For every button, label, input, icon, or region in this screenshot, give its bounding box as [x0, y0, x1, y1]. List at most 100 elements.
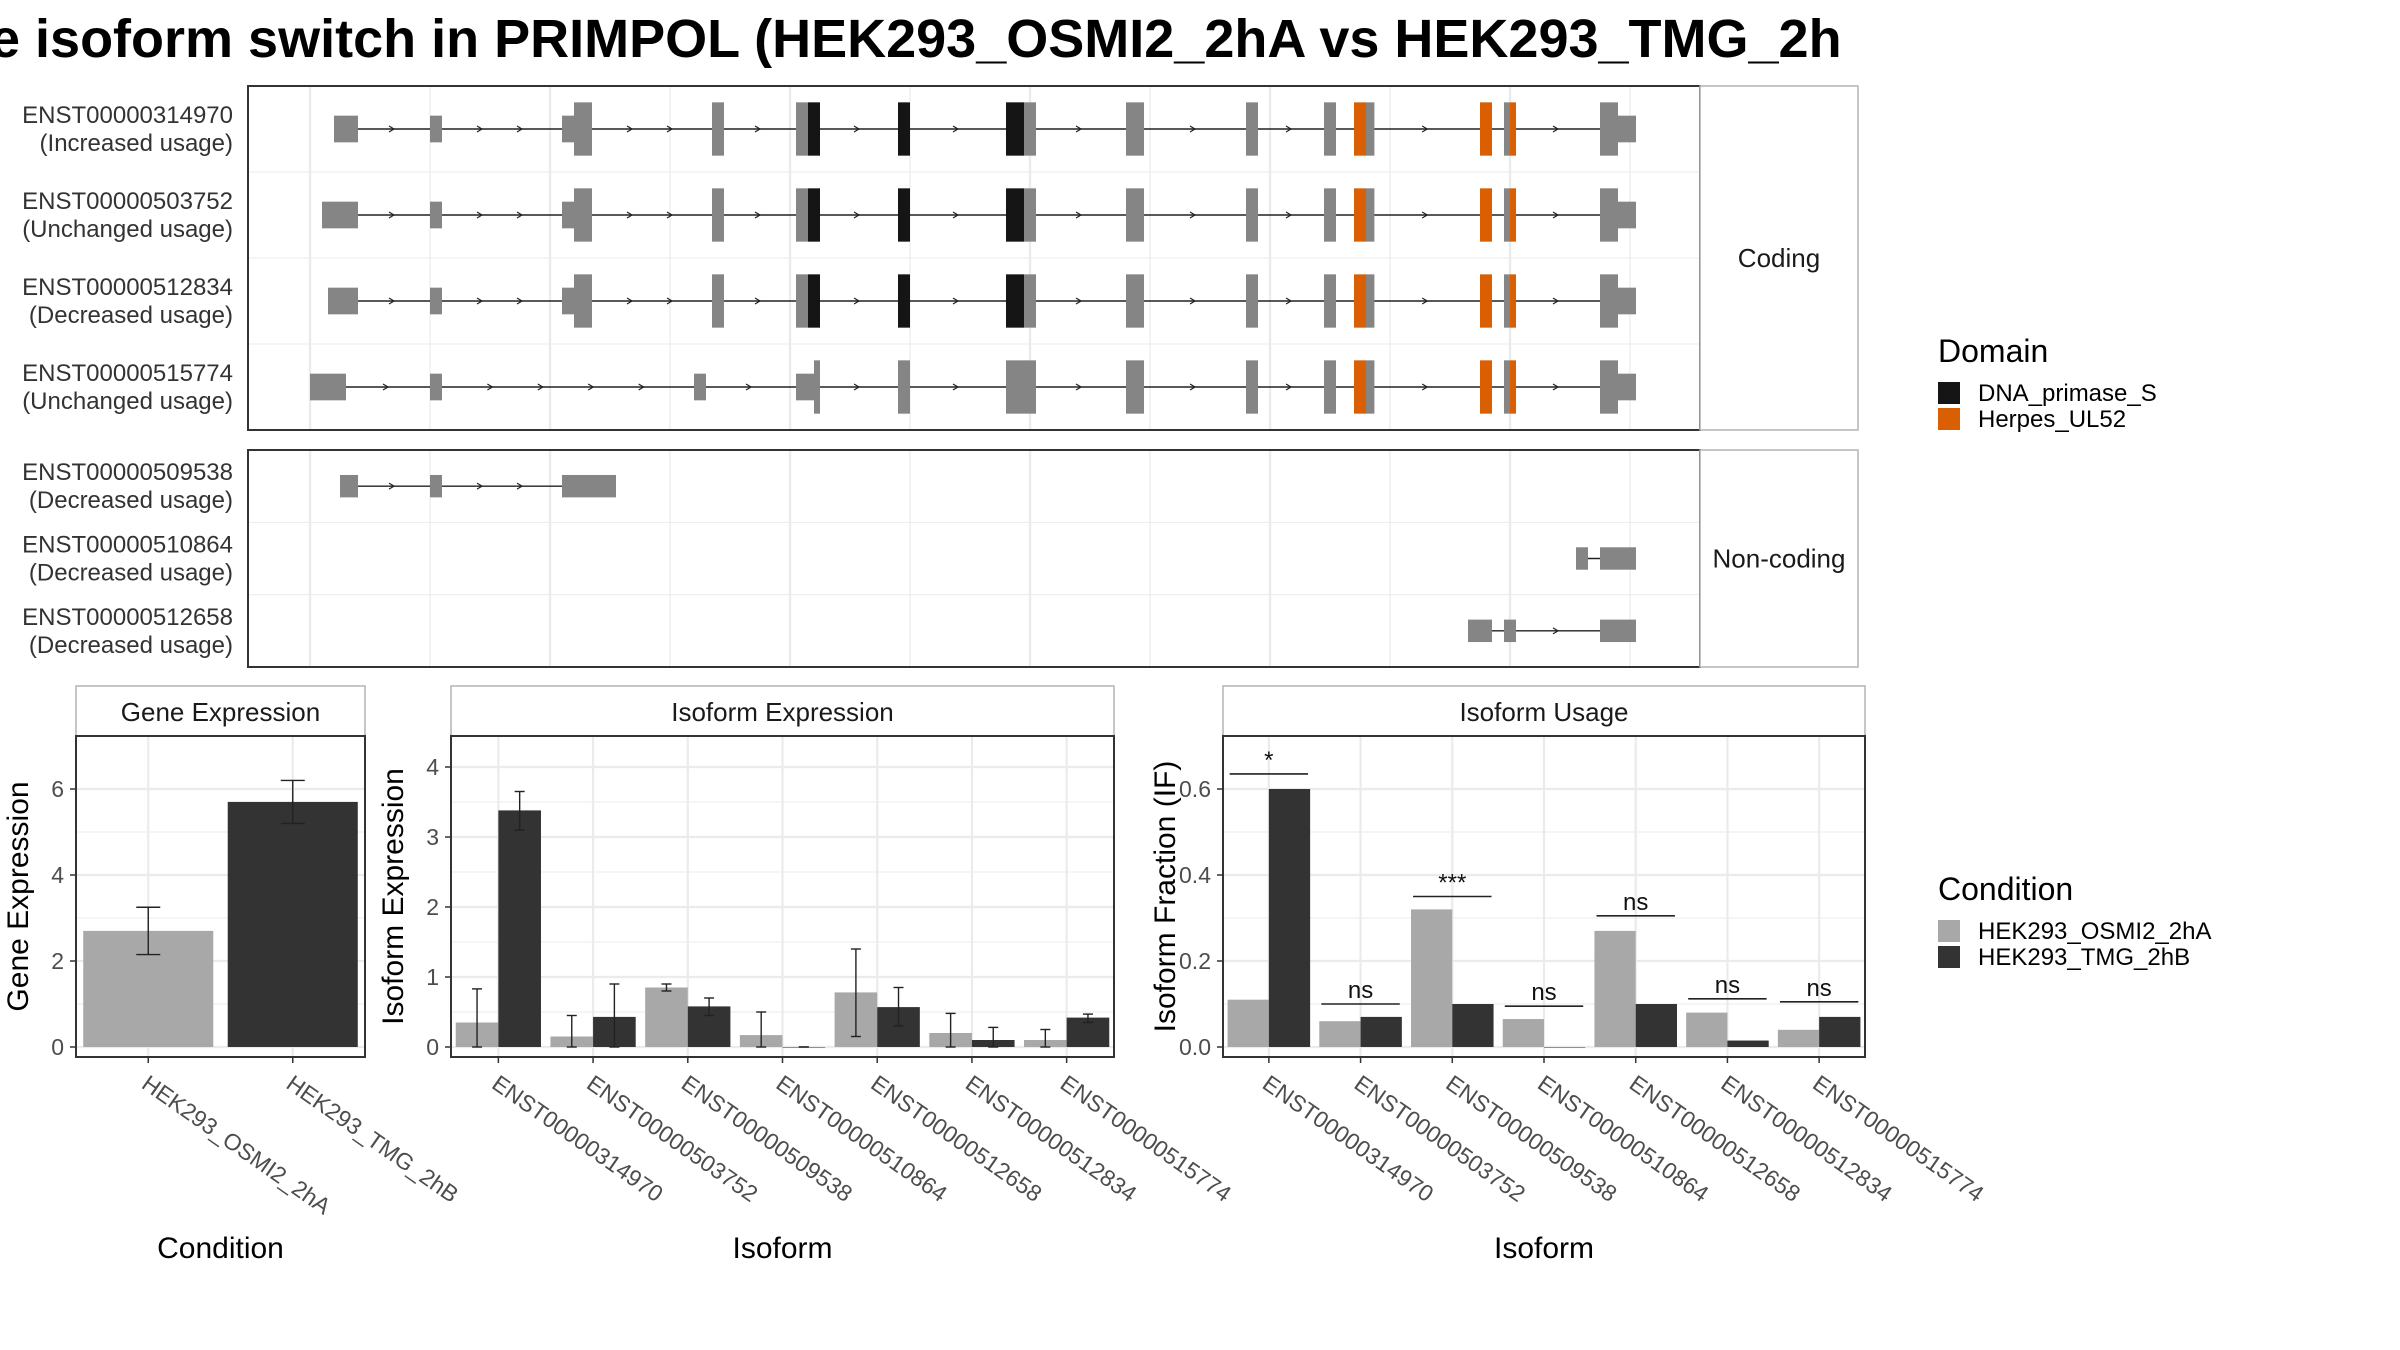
x-tick-label: ENST00000512658: [866, 1070, 1046, 1207]
expression-charts: Gene Expression0246HEK293_OSMI2_2hAHEK29…: [2, 685, 1989, 1265]
x-tick-label: ENST00000515774: [1056, 1070, 1237, 1207]
direction-arrow: [516, 297, 524, 305]
x-tick-label: ENST00000510864: [772, 1070, 953, 1207]
direction-arrow: [754, 211, 762, 219]
direction-arrow: [476, 125, 484, 133]
y-tick-label: 2: [51, 948, 64, 974]
bar: [1777, 1029, 1820, 1047]
direction-arrow: [516, 125, 524, 133]
bar: [1268, 789, 1311, 1047]
direction-arrow: [1421, 383, 1429, 391]
exon-domain-herpes: [1510, 360, 1516, 414]
direction-arrow: [626, 297, 634, 305]
direction-arrow: [1285, 211, 1293, 219]
exon-block: [1468, 619, 1492, 643]
direction-arrow: [516, 482, 524, 490]
exon-block: [562, 201, 574, 229]
coding-strip: [1699, 85, 1859, 431]
transcript-usage-label: (Increased usage): [40, 130, 233, 157]
transcript-id-label: ENST00000503752: [22, 188, 233, 215]
direction-arrow: [1421, 211, 1429, 219]
x-tick-label: ENST00000510864: [1533, 1070, 1714, 1207]
transcript-usage-label: (Unchanged usage): [22, 216, 233, 243]
significance-label: ns: [1531, 979, 1556, 1006]
exon-block: [430, 373, 442, 401]
exon-block: [1024, 274, 1036, 328]
condition-legend-label: HEK293_OSMI2_2hA: [1978, 918, 2211, 945]
exon-block: [1246, 274, 1258, 328]
condition-legend-title: Condition: [1938, 871, 2073, 907]
exon-block: [430, 474, 442, 498]
exon-block: [1504, 274, 1510, 328]
direction-arrow: [388, 482, 396, 490]
transcript-id-label: ENST00000314970: [22, 102, 233, 129]
direction-arrow: [666, 211, 674, 219]
significance-label: ns: [1348, 977, 1373, 1004]
exon-block: [322, 201, 358, 229]
direction-arrow: [1075, 297, 1083, 305]
exon-block: [1366, 360, 1375, 414]
bar: [1635, 1004, 1677, 1047]
direction-arrow: [476, 482, 484, 490]
exon-block: [1324, 102, 1336, 156]
bar: [1227, 999, 1269, 1047]
direction-arrow: [1189, 383, 1197, 391]
bar: [1452, 1004, 1494, 1047]
exon-block: [1126, 188, 1144, 242]
direction-arrow: [626, 211, 634, 219]
y-tick-label: 2: [426, 894, 439, 920]
exon-domain-dna-primase: [808, 102, 820, 156]
coding-strip-label: Coding: [1738, 243, 1820, 273]
direction-arrow: [537, 383, 544, 391]
transcript-usage-label: (Decreased usage): [29, 560, 233, 587]
direction-arrow: [1552, 383, 1560, 391]
x-tick-label: ENST00000515774: [1808, 1070, 1989, 1207]
direction-arrow: [388, 211, 396, 219]
exon-block: [1246, 102, 1258, 156]
exon-block: [430, 115, 442, 143]
direction-arrow: [1552, 627, 1560, 635]
bar: [645, 987, 688, 1047]
exon-block: [1126, 102, 1144, 156]
exon-block: [328, 287, 358, 315]
transcript-id-label: ENST00000512658: [22, 604, 233, 631]
exon-block: [574, 102, 592, 156]
y-tick-label: 3: [426, 824, 439, 850]
significance-label: ns: [1806, 975, 1831, 1002]
direction-arrow: [1421, 125, 1429, 133]
exon-block: [1126, 274, 1144, 328]
domain-legend-swatch: [1938, 382, 1960, 404]
y-tick-label: 0.2: [1179, 948, 1211, 974]
facet-strip-title: Isoform Expression: [671, 697, 894, 727]
plot-border: [75, 735, 366, 1058]
exon-block: [430, 201, 442, 229]
condition-legend-swatch: [1938, 920, 1960, 942]
noncoding-strip: [1699, 449, 1859, 668]
exon-domain-dna-primase: [1006, 188, 1024, 242]
direction-arrow: [1075, 211, 1083, 219]
exon-domain-dna-primase: [898, 102, 910, 156]
transcript-usage-label: (Decreased usage): [29, 632, 233, 659]
direction-arrow: [853, 125, 861, 133]
direction-arrow: [388, 297, 396, 305]
exon-block: [1024, 102, 1036, 156]
exon-domain-herpes: [1510, 274, 1516, 328]
x-tick-label: ENST00000314970: [1258, 1070, 1438, 1207]
exon-block: [1024, 188, 1036, 242]
x-tick-label: ENST00000503752: [1350, 1070, 1530, 1207]
exon-block: [1324, 274, 1336, 328]
exon-block: [796, 274, 808, 328]
exon-domain-dna-primase: [898, 274, 910, 328]
significance-label: *: [1264, 747, 1273, 774]
bar: [1686, 1012, 1728, 1047]
bar: [1727, 1040, 1769, 1047]
exon-block: [1366, 274, 1375, 328]
direction-arrow: [1285, 383, 1293, 391]
plot-border: [1222, 735, 1866, 1058]
direction-arrow: [853, 211, 861, 219]
direction-arrow: [638, 383, 645, 391]
exon-block: [1576, 547, 1588, 570]
exon-block: [1600, 274, 1618, 328]
exon-block: [1618, 115, 1636, 143]
significance-label: ***: [1438, 870, 1466, 897]
